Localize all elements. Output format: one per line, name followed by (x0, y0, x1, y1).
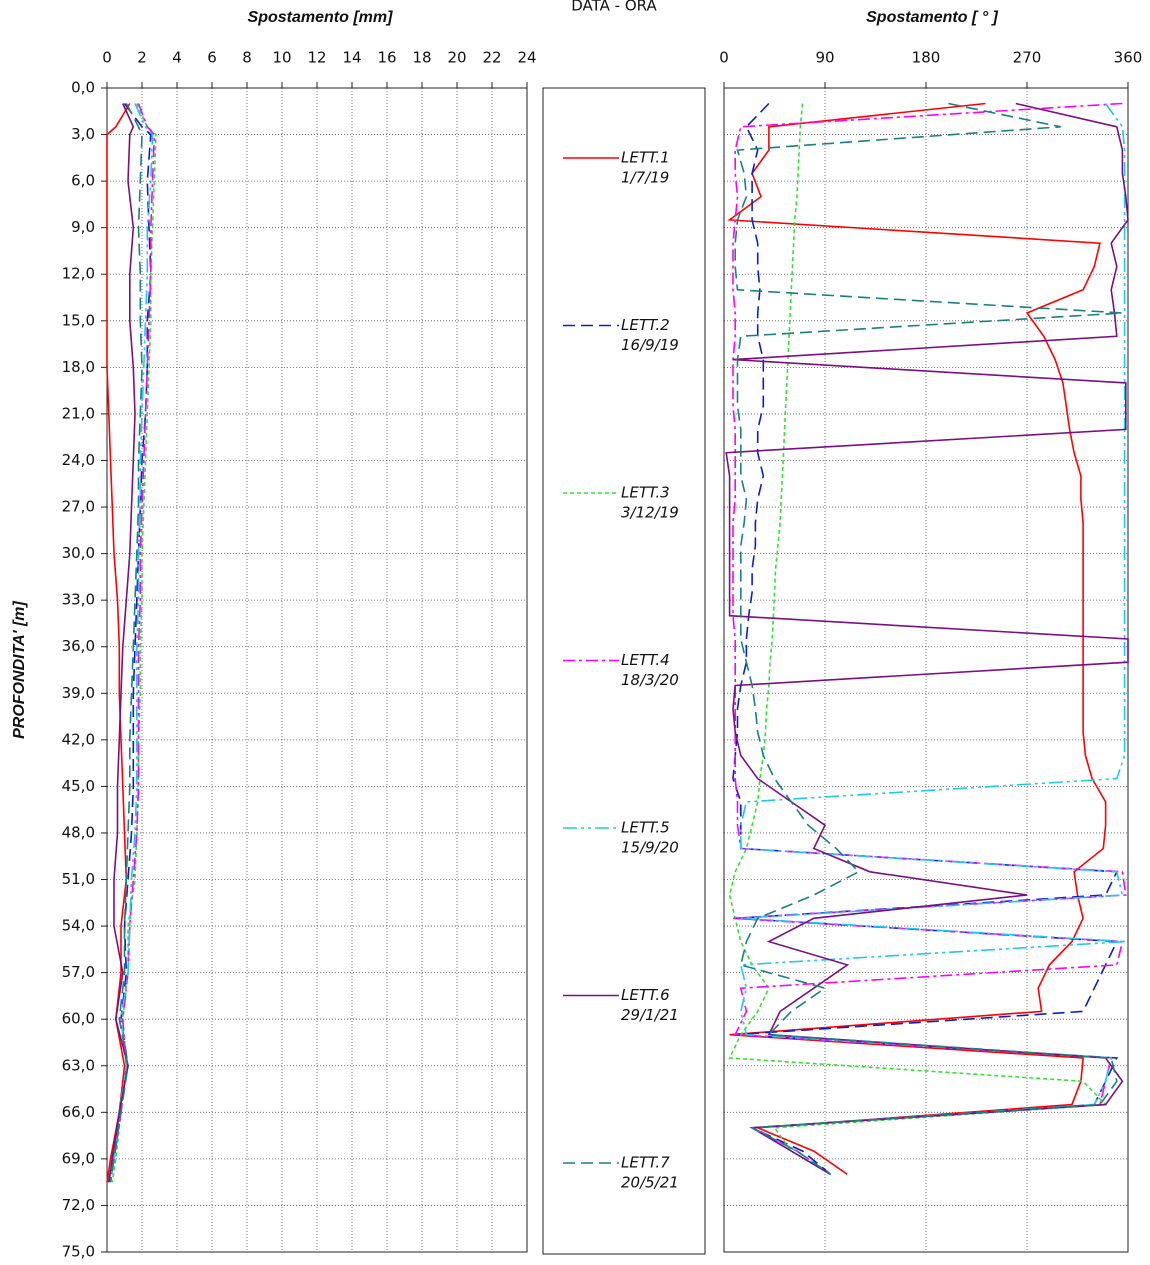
y-tick-label: 57,0 (62, 963, 95, 981)
legend-label: LETT.7 (621, 1154, 670, 1172)
x-tick-label: 18 (412, 49, 431, 67)
legend-title: DATA - ORA (571, 0, 657, 15)
x-tick-label: 4 (172, 49, 182, 67)
y-tick-label: 21,0 (62, 404, 95, 422)
legend-label: LETT.1 (621, 149, 670, 167)
y-tick-label: 0,0 (71, 79, 95, 97)
legend-date: 1/7/19 (621, 169, 669, 187)
x-tick-label: 180 (912, 49, 941, 67)
plot-frame (723, 87, 1129, 1253)
x-tick-label: 16 (377, 49, 396, 67)
x-tick-label: 24 (517, 49, 536, 67)
y-tick-label: 75,0 (62, 1243, 95, 1261)
x-tick-label: 22 (482, 49, 501, 67)
chart-title: Spostamento [mm] (248, 9, 394, 26)
y-tick-label: 3,0 (71, 125, 95, 143)
x-tick-label: 12 (307, 49, 326, 67)
legend-label: LETT.6 (621, 986, 670, 1004)
x-tick-label: 14 (342, 49, 361, 67)
legend-date: 15/9/20 (621, 839, 679, 857)
x-tick-label: 10 (272, 49, 291, 67)
x-tick-label: 2 (137, 49, 147, 67)
x-tick-label: 6 (207, 49, 217, 67)
series-line (727, 102, 1107, 1176)
y-tick-label: 12,0 (62, 265, 95, 283)
y-tick-label: 51,0 (62, 870, 95, 888)
y-tick-label: 30,0 (62, 544, 95, 562)
y-tick-label: 33,0 (62, 591, 95, 609)
series-line (728, 103, 1108, 1176)
y-tick-label: 27,0 (62, 498, 95, 516)
series-line (109, 103, 154, 1183)
legend-date: 18/3/20 (621, 671, 679, 689)
x-tick-label: 90 (815, 49, 834, 67)
series-line (732, 102, 1127, 1176)
series-line (108, 103, 136, 1183)
y-tick-label: 15,0 (62, 311, 95, 329)
legend-label: LETT.5 (621, 819, 670, 837)
series-line (732, 102, 1119, 1176)
legend-date: 20/5/21 (621, 1174, 679, 1192)
x-tick-label: 0 (719, 49, 729, 67)
series-line (734, 102, 1123, 1176)
series-line (109, 103, 156, 1183)
y-tick-label: 48,0 (62, 823, 95, 841)
y-tick-label: 39,0 (62, 684, 95, 702)
y-tick-label: 72,0 (62, 1196, 95, 1214)
series-line (108, 103, 152, 1183)
y-tick-label: 6,0 (71, 172, 95, 190)
y-tick-label: 54,0 (62, 917, 95, 935)
y-tick-label: 45,0 (62, 777, 95, 795)
chart-title: Spostamento [ ° ] (866, 9, 998, 26)
legend-label: LETT.2 (621, 316, 670, 334)
series-line (111, 103, 157, 1183)
series-line (739, 103, 1126, 1176)
y-tick-label: 42,0 (62, 730, 95, 748)
plot-frame (106, 87, 528, 1253)
x-tick-label: 20 (447, 49, 466, 67)
x-tick-label: 0 (102, 49, 112, 67)
legend-box (542, 87, 706, 1255)
y-tick-label: 9,0 (71, 218, 95, 236)
legend-date: 29/1/21 (621, 1006, 679, 1024)
y-tick-label: 60,0 (62, 1010, 95, 1028)
legend-date: 16/9/19 (621, 336, 679, 354)
y-axis-label: PROFONDITA' [m] (11, 600, 28, 738)
y-tick-label: 69,0 (62, 1149, 95, 1167)
y-tick-label: 63,0 (62, 1056, 95, 1074)
y-tick-label: 24,0 (62, 451, 95, 469)
legend-date: 3/12/19 (621, 504, 679, 522)
x-tick-label: 270 (1013, 49, 1042, 67)
series-line (109, 103, 143, 1183)
x-tick-label: 8 (242, 49, 252, 67)
legend-label: LETT.3 (621, 484, 670, 502)
y-tick-label: 66,0 (62, 1103, 95, 1121)
legend-label: LETT.4 (621, 651, 670, 669)
x-tick-label: 360 (1114, 49, 1143, 67)
series-line (106, 103, 131, 1183)
y-tick-label: 18,0 (62, 358, 95, 376)
y-tick-label: 36,0 (62, 637, 95, 655)
series-line (725, 102, 1129, 1176)
